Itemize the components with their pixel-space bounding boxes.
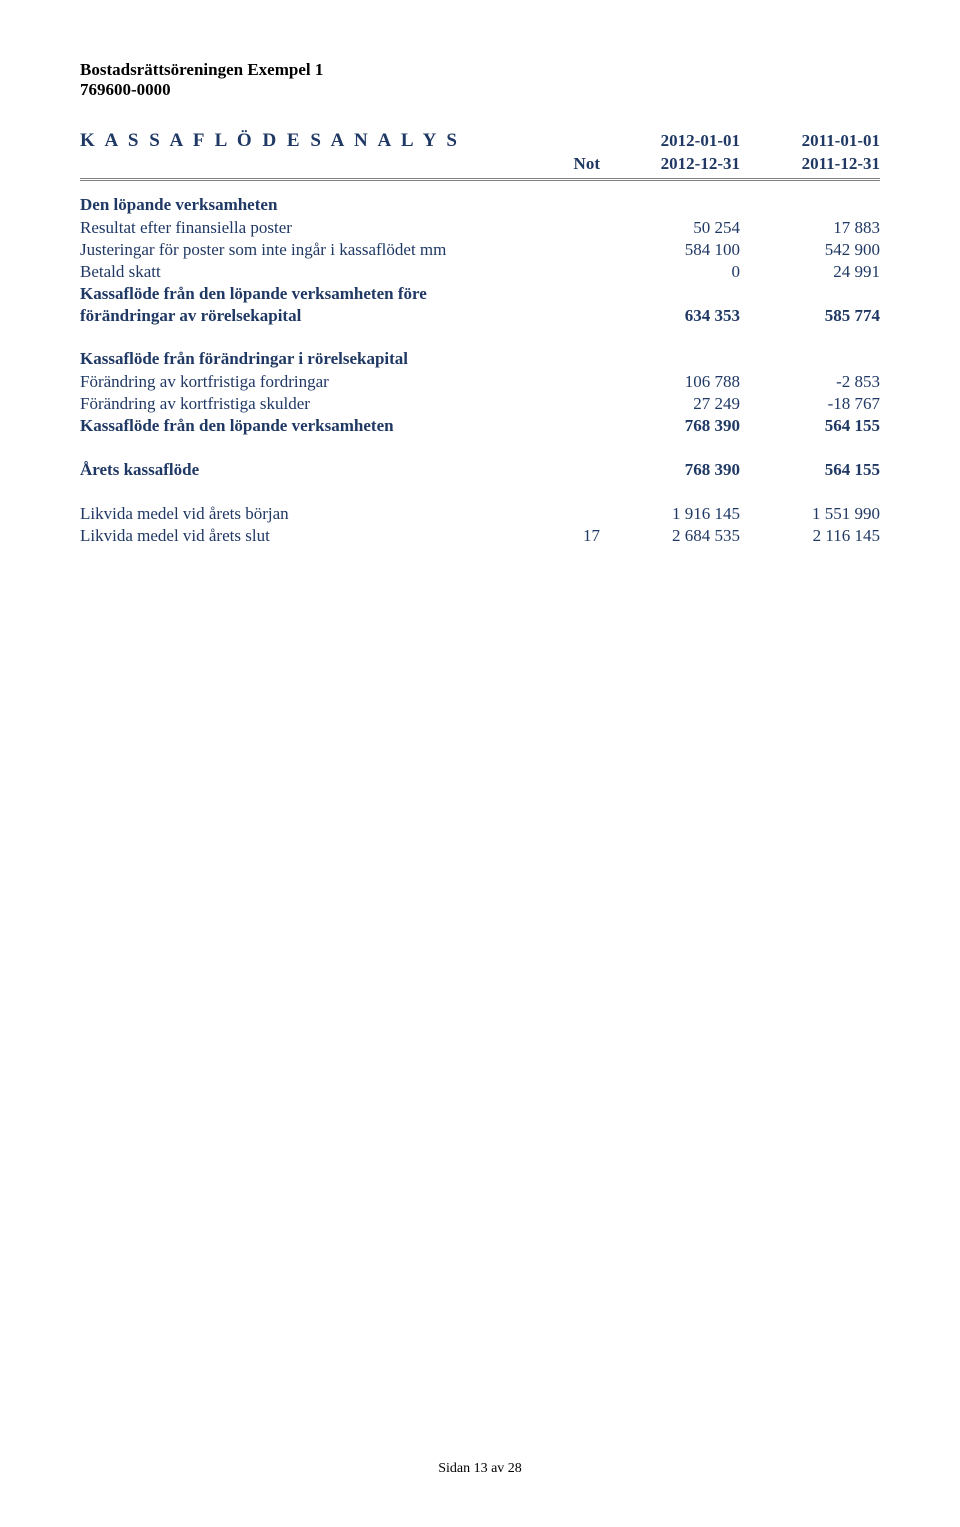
table-row: Kassaflöde från den löpande verksamheten… [80, 283, 880, 305]
table-row: Likvida medel vid årets början 1 916 145… [80, 503, 880, 525]
table-row: Resultat efter finansiella poster 50 254… [80, 217, 880, 239]
table-row: Likvida medel vid årets slut 17 2 684 53… [80, 525, 880, 547]
row-label: Förändring av kortfristiga skulder [80, 393, 540, 415]
section-operating-heading: Den löpande verksamheten [80, 195, 880, 215]
row-label: Resultat efter finansiella poster [80, 217, 540, 239]
operating-table: Resultat efter finansiella poster 50 254… [80, 217, 880, 327]
report-title-row: K A S S A F L Ö D E S A N A L Y S 2012-0… [80, 130, 880, 152]
row-value-a: 27 249 [600, 393, 740, 415]
row-note [540, 503, 600, 525]
liquidity-table: Likvida medel vid årets början 1 916 145… [80, 503, 880, 547]
org-name: Bostadsrättsöreningen Exempel 1 [80, 60, 880, 80]
row-value-b: 17 883 [740, 217, 880, 239]
row-value-b: 1 551 990 [740, 503, 880, 525]
period-start-current: 2012-01-01 [600, 131, 740, 151]
row-value-b: 564 155 [740, 459, 880, 481]
year-cashflow-table: Årets kassaflöde 768 390 564 155 [80, 459, 880, 481]
row-label: Årets kassaflöde [80, 459, 540, 481]
row-label: Kassaflöde från den löpande verksamheten [80, 415, 540, 437]
period-end-current: 2012-12-31 [600, 154, 740, 174]
row-value-a: 584 100 [600, 239, 740, 261]
row-value-a: 634 353 [600, 305, 740, 327]
row-value-a: 0 [600, 261, 740, 283]
row-value-a: 2 684 535 [600, 525, 740, 547]
report-title: K A S S A F L Ö D E S A N A L Y S [80, 130, 600, 152]
row-value-b: 24 991 [740, 261, 880, 283]
row-label: Betald skatt [80, 261, 540, 283]
row-value-b: 564 155 [740, 415, 880, 437]
row-label: Justeringar för poster som inte ingår i … [80, 239, 540, 261]
row-value-b: 542 900 [740, 239, 880, 261]
row-value-b: -2 853 [740, 371, 880, 393]
table-row: Betald skatt 0 24 991 [80, 261, 880, 283]
table-row: förändringar av rörelsekapital 634 353 5… [80, 305, 880, 327]
period-start-prev: 2011-01-01 [740, 131, 880, 151]
row-value-a: 50 254 [600, 217, 740, 239]
section-wc-heading: Kassaflöde från förändringar i rörelseka… [80, 349, 880, 369]
row-label: Likvida medel vid årets början [80, 503, 540, 525]
period-end-prev: 2011-12-31 [740, 154, 880, 174]
table-row: Förändring av kortfristiga fordringar 10… [80, 371, 880, 393]
table-row: Årets kassaflöde 768 390 564 155 [80, 459, 880, 481]
row-label: Kassaflöde från den löpande verksamheten… [80, 283, 540, 305]
row-note: 17 [540, 525, 600, 547]
table-row: Kassaflöde från den löpande verksamheten… [80, 415, 880, 437]
page-footer: Sidan 13 av 28 [0, 1461, 960, 1477]
row-label: förändringar av rörelsekapital [80, 305, 540, 327]
row-label: Likvida medel vid årets slut [80, 525, 540, 547]
row-value-a: 1 916 145 [600, 503, 740, 525]
table-row: Förändring av kortfristiga skulder 27 24… [80, 393, 880, 415]
row-value-a: 768 390 [600, 415, 740, 437]
row-value-b: 2 116 145 [740, 525, 880, 547]
wc-table: Förändring av kortfristiga fordringar 10… [80, 371, 880, 437]
row-value-b: -18 767 [740, 393, 880, 415]
row-value-a: 106 788 [600, 371, 740, 393]
note-header: Not [574, 154, 600, 174]
row-value-b: 585 774 [740, 305, 880, 327]
org-number: 769600-0000 [80, 80, 880, 100]
table-row: Justeringar för poster som inte ingår i … [80, 239, 880, 261]
row-label: Förändring av kortfristiga fordringar [80, 371, 540, 393]
row-value-a: 768 390 [600, 459, 740, 481]
period-end-row: Not 2012-12-31 2011-12-31 [80, 154, 880, 181]
